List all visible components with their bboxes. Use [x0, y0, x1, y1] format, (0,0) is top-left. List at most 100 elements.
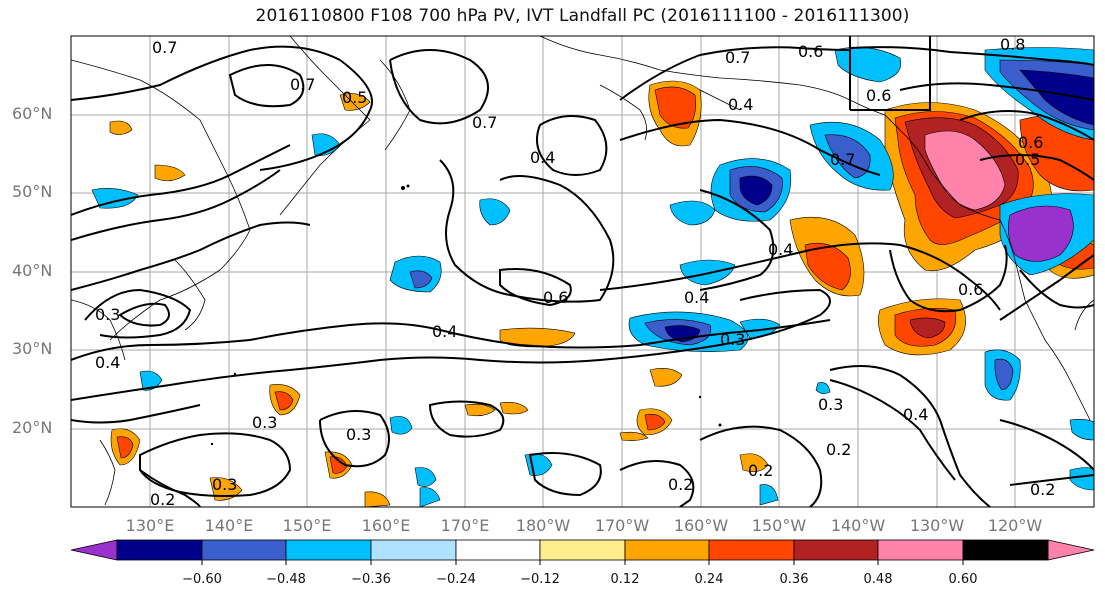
colorbar-segment: [539, 539, 626, 561]
shading-region: [1069, 467, 1094, 491]
shading-region: [274, 391, 294, 411]
shading-region: [759, 484, 779, 506]
contour-label: 0.6: [543, 288, 568, 307]
contour-labels: 0.7 0.6 0.7 0.5 0.7 0.7 0.4 0.7 0.6 0.8 …: [95, 35, 1055, 509]
contour-line: [84, 288, 192, 339]
shading-region: [644, 414, 666, 431]
contour-line: [71, 221, 311, 291]
colorbar: [70, 539, 1095, 565]
contour-label: 0.3: [95, 305, 120, 324]
contour-label: 0.7: [152, 38, 177, 57]
contour-line: [71, 169, 281, 241]
shading-region: [139, 370, 163, 391]
contour-line: [979, 154, 1094, 181]
colorbar-segment: [624, 539, 710, 561]
contour-label: 0.3: [252, 413, 277, 432]
shading-region: [739, 453, 769, 472]
colorbar-segment: [793, 539, 879, 561]
colorbar-segment: [962, 539, 1049, 561]
contour-label: 0.6: [1018, 133, 1043, 152]
contour-line: [889, 244, 1008, 313]
contour-label: 0.7: [725, 48, 750, 67]
contour-line: [228, 64, 305, 108]
contour-label: 0.4: [903, 405, 928, 424]
contour-label: 0.7: [830, 150, 855, 169]
shading-region: [389, 416, 413, 435]
contour-line: [619, 118, 881, 176]
contour-line: [829, 365, 991, 507]
contour-label: 0.2: [668, 475, 693, 494]
lat-label: 20°N: [12, 418, 53, 437]
shading-region: [994, 358, 1014, 391]
contour-label: 0.4: [530, 148, 555, 167]
contour-line: [1019, 269, 1094, 309]
shading-region: [1019, 69, 1094, 126]
contour-line: [619, 460, 695, 507]
contour-line: [619, 46, 851, 101]
contour-label: 0.4: [95, 353, 120, 372]
colorbar-tick-label: −0.36: [351, 572, 391, 587]
contour-line: [118, 302, 170, 327]
contour-label: 0.8: [1000, 35, 1025, 54]
shading-region: [479, 198, 511, 226]
shading-region: [669, 200, 716, 226]
contour-line: [71, 45, 341, 101]
contour-line: [1009, 474, 1094, 486]
colorbar-segment: [455, 539, 541, 561]
colorbar-tick-label: 0.60: [948, 572, 978, 587]
colorbar-tick-label: 0.24: [694, 572, 724, 587]
contour-label: 0.3: [818, 395, 843, 414]
colorbar-segment: [708, 539, 795, 561]
contour-line: [829, 379, 956, 481]
colorbar-segment: [116, 539, 203, 561]
colorbar-tick-label: −0.12: [520, 572, 560, 587]
contour-label: 0.3: [346, 425, 371, 444]
colorbar-tick-label: −0.24: [436, 572, 476, 587]
lon-label: 170°W: [594, 516, 650, 535]
contour-line: [528, 452, 602, 497]
pv-contours: [71, 36, 1094, 507]
colorbar-tick-label: 0.12: [610, 572, 640, 587]
lon-label: 160°E: [361, 516, 411, 535]
contour-line: [599, 242, 1001, 311]
lon-label: 170°E: [440, 516, 490, 535]
colorbar-tick-label: −0.60: [182, 572, 222, 587]
shading-region: [924, 130, 1006, 211]
map-frame: [70, 35, 1095, 508]
shading-region: [909, 317, 946, 339]
contour-label: 0.4: [432, 322, 457, 341]
lon-label: 150°W: [751, 516, 807, 535]
lon-label: 130°W: [909, 516, 965, 535]
shading-region: [654, 86, 696, 129]
colorbar-segment: [877, 539, 964, 561]
contour-label: 0.2: [1030, 480, 1055, 499]
contour-line: [999, 254, 1094, 321]
contour-line: [71, 404, 201, 424]
contour-line: [428, 400, 505, 438]
lat-label: 40°N: [12, 261, 53, 280]
lon-label: 130°E: [125, 516, 175, 535]
lat-label: 60°N: [12, 104, 53, 123]
contour-line: [259, 59, 373, 171]
contour-line: [389, 49, 489, 125]
contour-line: [699, 189, 775, 291]
shading-region: [464, 403, 496, 417]
colorbar-segment: [201, 539, 287, 561]
page-title: 2016110800 F108 700 hPa PV, IVT Landfall…: [255, 6, 910, 26]
map-area: 0.7 0.6 0.7 0.5 0.7 0.7 0.4 0.7 0.6 0.8 …: [71, 35, 1094, 509]
contour-label: 0.4: [684, 288, 709, 307]
contour-line: [71, 288, 831, 401]
contour-label: 0.7: [290, 75, 315, 94]
shading-region: [409, 270, 433, 289]
shading-region: [154, 164, 186, 182]
shading-region: [364, 491, 391, 507]
lat-label: 50°N: [12, 182, 53, 201]
colorbar-tick-label: 0.36: [779, 572, 809, 587]
contour-line: [849, 46, 1094, 66]
shading-region: [619, 431, 649, 441]
contour-label: 0.2: [150, 490, 175, 509]
shading-region: [649, 368, 683, 387]
contour-label: 0.6: [798, 42, 823, 61]
shading-region: [414, 467, 437, 487]
contour-label: 0.5: [1015, 150, 1040, 169]
